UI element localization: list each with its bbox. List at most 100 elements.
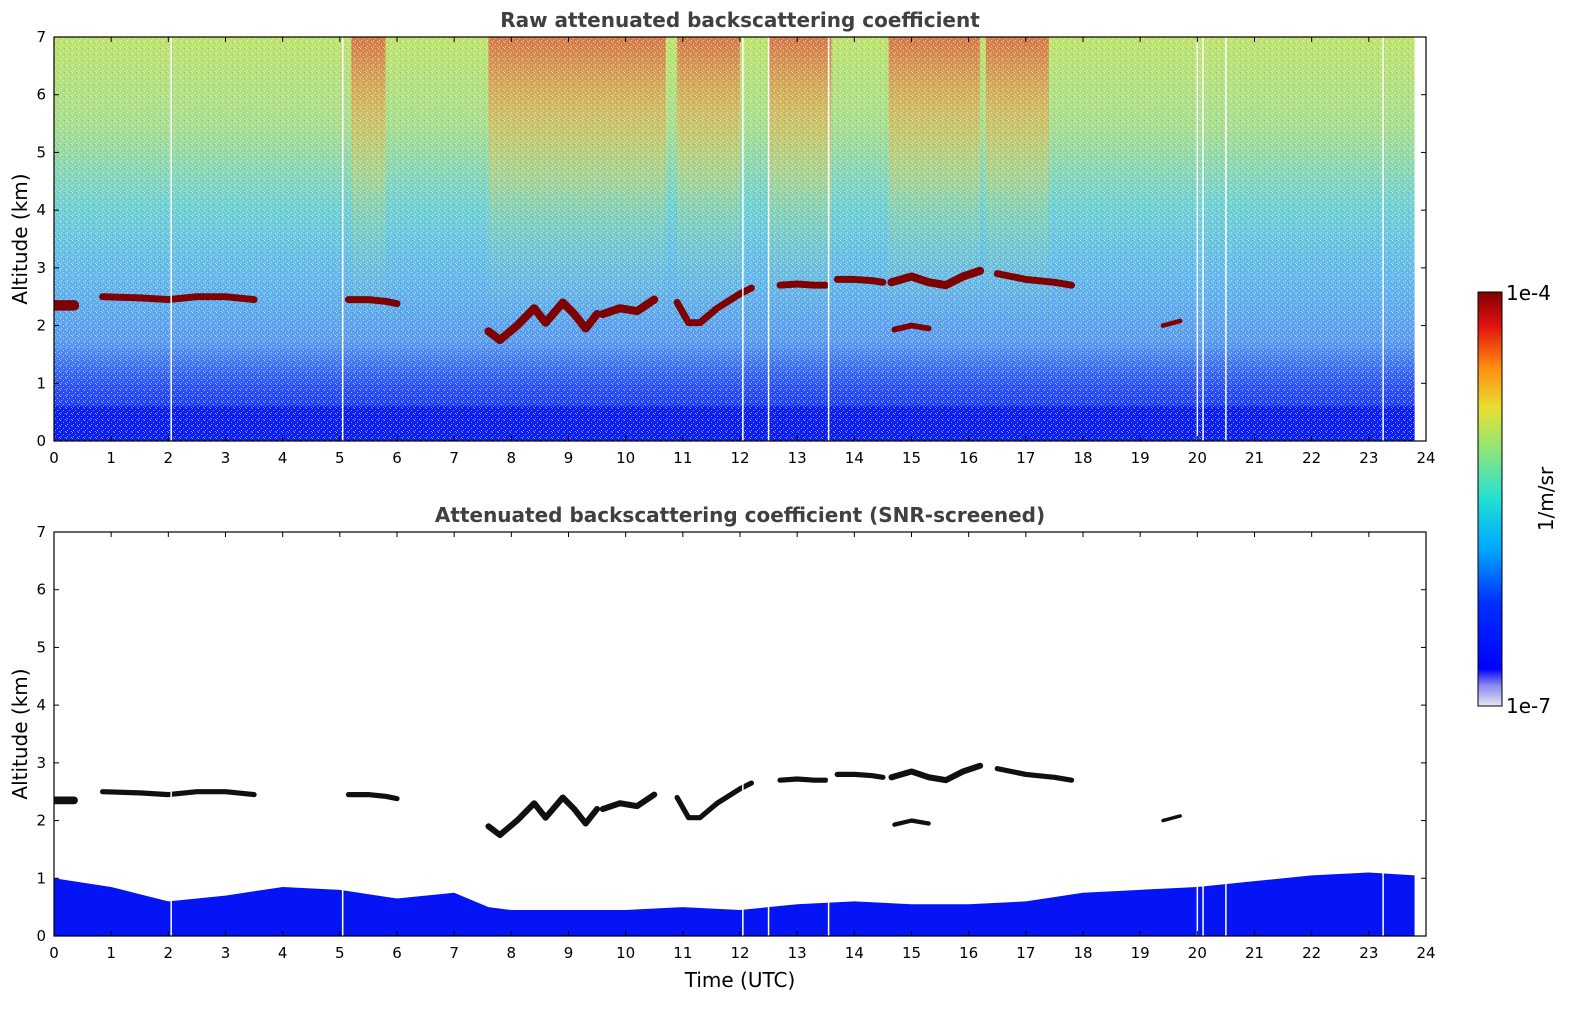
x-tick-label: 11 [673,449,692,467]
x-tick-label: 9 [564,449,574,467]
x-tick-label: 13 [788,944,807,962]
raw-y-axis-label: Altitude (km) [8,173,32,304]
colorbar-gradient [1477,291,1503,707]
y-tick-label: 3 [36,259,46,277]
x-tick-label: 15 [902,449,921,467]
x-tick-label: 17 [1016,944,1035,962]
x-tick-label: 13 [788,449,807,467]
cloud-layer [892,818,931,827]
y-tick-label: 1 [36,869,46,887]
x-tick-label: 18 [1073,944,1092,962]
x-tick-label: 5 [335,449,345,467]
cloud-layer [888,762,984,784]
x-tick-label: 0 [49,944,59,962]
x-tick-label: 2 [164,944,174,962]
y-tick-label: 6 [36,581,46,599]
x-tick-label: 19 [1131,944,1150,962]
x-tick-label: 14 [845,449,864,467]
raw-backscatter-panel: Raw attenuated backscattering coefficien… [8,8,1436,467]
cloud-layer [993,270,1076,289]
screened-y-axis: 0 1 2 3 4 5 6 7 [36,523,1426,945]
screened-data-gaps [170,734,1384,936]
raw-y-axis: 0 1 2 3 4 5 6 7 [36,28,1426,450]
x-tick-label: 20 [1188,449,1207,467]
y-tick-label: 0 [36,927,46,945]
cloud-layer [834,771,886,780]
x-tick-label: 11 [673,944,692,962]
y-tick-label: 3 [36,754,46,772]
raw-cloud-layers [54,266,1183,345]
x-tick-label: 4 [278,449,288,467]
x-tick-label: 19 [1131,449,1150,467]
x-tick-label: 24 [1416,449,1435,467]
cloud-layer [891,322,932,333]
y-tick-label: 7 [36,523,46,541]
y-tick-label: 6 [36,86,46,104]
screened-cloud-layers [54,762,1182,839]
x-tick-label: 21 [1245,449,1264,467]
x-tick-label: 17 [1016,449,1035,467]
x-tick-label: 16 [959,449,978,467]
x-tick-label: 12 [730,449,749,467]
cloud-layer [674,780,755,821]
cloud-layer [833,275,887,286]
screened-plot-frame [53,531,1427,937]
x-tick-label: 15 [902,944,921,962]
x-tick-label: 3 [221,449,231,467]
cloud-layer [485,794,601,839]
cloud-layer [776,280,830,289]
raw-data-gaps [170,37,1384,441]
y-tick-label: 4 [36,696,46,714]
y-tick-label: 4 [36,201,46,219]
cloud-layer [887,266,985,290]
y-tick-label: 2 [36,812,46,830]
x-tick-label: 20 [1188,944,1207,962]
x-tick-label: 8 [507,944,517,962]
raw-speckle-overlay [54,37,1414,441]
y-tick-label: 2 [36,317,46,335]
cloud-layer [345,792,400,802]
colorbar-min-label: 1e-7 [1506,694,1551,718]
y-tick-label: 7 [36,28,46,46]
x-tick-label: 4 [278,944,288,962]
colorbar-unit-label: 1/m/sr [1534,466,1558,531]
cloud-layer [777,776,829,783]
x-tick-label: 9 [564,944,574,962]
x-tick-label: 10 [616,449,635,467]
x-tick-label: 18 [1073,449,1092,467]
screened-backscatter-panel: Attenuated backscattering coefficient (S… [8,503,1436,992]
cloud-layer [994,766,1075,783]
x-tick-label: 7 [449,449,459,467]
cloud-layer [673,284,755,327]
screened-y-axis-label: Altitude (km) [8,668,32,799]
x-tick-label: 14 [845,944,864,962]
raw-panel-title: Raw attenuated backscattering coefficien… [500,8,980,32]
cloud-layer [99,293,258,304]
x-tick-label: 22 [1302,449,1321,467]
x-tick-label: 2 [164,449,174,467]
x-tick-label: 1 [106,944,116,962]
cloud-layer [1161,814,1182,823]
screened-boundary-layer [54,872,1415,936]
y-tick-label: 5 [36,638,46,656]
screened-x-axis-label: Time (UTC) [684,968,796,992]
x-tick-label: 7 [449,944,459,962]
x-tick-label: 6 [392,449,402,467]
cloud-layer [99,789,257,798]
x-tick-label: 3 [221,944,231,962]
cloud-layer [484,298,602,345]
x-tick-label: 24 [1416,944,1435,962]
cloud-layer [344,296,401,308]
x-tick-label: 0 [49,449,59,467]
x-tick-label: 10 [616,944,635,962]
y-tick-label: 5 [36,143,46,161]
cloud-layer [598,295,659,319]
x-tick-label: 8 [507,449,517,467]
x-tick-label: 22 [1302,944,1321,962]
x-tick-label: 6 [392,944,402,962]
x-tick-label: 21 [1245,944,1264,962]
x-tick-label: 23 [1359,944,1378,962]
cloud-layer [1160,318,1183,328]
screened-x-axis: 0 1 2 3 4 5 6 7 8 9 10 11 12 13 14 15 16 17 18 19 20 21 22 23 24 [49,532,1436,962]
colorbar-max-label: 1e-4 [1506,281,1551,305]
